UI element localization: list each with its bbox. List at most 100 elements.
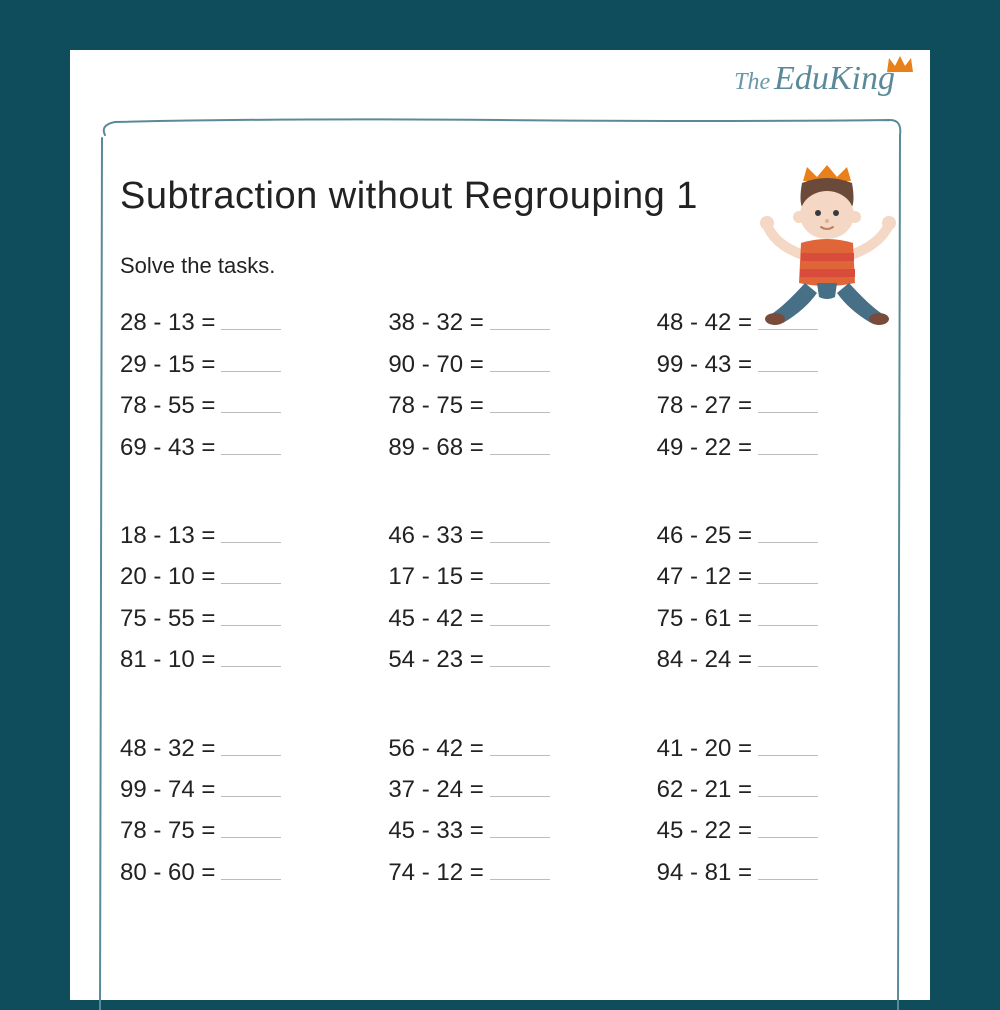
problem-expression: 89 - 68 =: [388, 434, 483, 462]
answer-blank[interactable]: [221, 729, 281, 755]
subtraction-problem: 99 - 74 =: [120, 771, 348, 804]
answer-blank[interactable]: [221, 387, 281, 413]
subtraction-problem: 49 - 22 =: [657, 428, 885, 461]
subtraction-problem: 18 - 13 =: [120, 517, 348, 550]
problem-expression: 84 - 24 =: [657, 646, 752, 674]
answer-blank[interactable]: [221, 641, 281, 667]
answer-blank[interactable]: [490, 771, 550, 797]
answer-blank[interactable]: [490, 304, 550, 330]
answer-blank[interactable]: [490, 853, 550, 879]
problem-column: 18 - 13 = 20 - 10 = 75 - 55 = 81 - 10 =: [120, 517, 348, 675]
subtraction-problem: 74 - 12 =: [388, 853, 616, 886]
answer-blank[interactable]: [758, 853, 818, 879]
answer-blank[interactable]: [758, 428, 818, 454]
answer-blank[interactable]: [758, 771, 818, 797]
subtraction-problem: 46 - 33 =: [388, 517, 616, 550]
problem-expression: 54 - 23 =: [388, 646, 483, 674]
answer-blank[interactable]: [758, 599, 818, 625]
problem-expression: 41 - 20 =: [657, 735, 752, 763]
problem-column: 48 - 32 = 99 - 74 = 78 - 75 = 80 - 60 =: [120, 729, 348, 887]
problem-column: 41 - 20 =62 - 21 =45 - 22 =94 - 81 =: [657, 729, 885, 887]
problem-expression: 78 - 75 =: [120, 817, 215, 845]
answer-blank[interactable]: [221, 345, 281, 371]
answer-blank[interactable]: [758, 558, 818, 584]
subtraction-problem: 75 - 55 =: [120, 599, 348, 632]
problem-expression: 56 - 42 =: [388, 735, 483, 763]
subtraction-problem: 89 - 68 =: [388, 428, 616, 461]
answer-blank[interactable]: [490, 641, 550, 667]
answer-blank[interactable]: [221, 517, 281, 543]
brand-logo: TheEduKing: [734, 60, 895, 98]
answer-blank[interactable]: [221, 599, 281, 625]
problem-column: 46 - 25 =47 - 12 =75 - 61 =84 - 24 =: [657, 517, 885, 675]
subtraction-problem: 41 - 20 =: [657, 729, 885, 762]
problem-expression: 81 - 10 =: [120, 646, 215, 674]
answer-blank[interactable]: [221, 812, 281, 838]
answer-blank[interactable]: [758, 517, 818, 543]
answer-blank[interactable]: [490, 517, 550, 543]
subtraction-problem: 78 - 55 =: [120, 387, 348, 420]
problem-expression: 18 - 13 =: [120, 522, 215, 550]
problem-expression: 80 - 60 =: [120, 859, 215, 887]
subtraction-problem: 48 - 32 =: [120, 729, 348, 762]
problem-expression: 78 - 27 =: [657, 392, 752, 420]
problem-expression: 99 - 43 =: [657, 351, 752, 379]
problem-expression: 20 - 10 =: [120, 563, 215, 591]
mascot-illustration: [755, 165, 905, 335]
subtraction-problem: 84 - 24 =: [657, 641, 885, 674]
problem-expression: 48 - 32 =: [120, 735, 215, 763]
answer-blank[interactable]: [490, 558, 550, 584]
subtraction-problem: 20 - 10 =: [120, 558, 348, 591]
subtraction-problem: 94 - 81 =: [657, 853, 885, 886]
subtraction-problem: 45 - 22 =: [657, 812, 885, 845]
answer-blank[interactable]: [490, 345, 550, 371]
answer-blank[interactable]: [221, 304, 281, 330]
problem-expression: 78 - 55 =: [120, 392, 215, 420]
problem-expression: 28 - 13 =: [120, 309, 215, 337]
problems-container: 28 - 13 =29 - 15 =78 - 55 =69 - 43 =38 -…: [120, 304, 885, 887]
answer-blank[interactable]: [221, 853, 281, 879]
problem-column: 38 - 32 =90 - 70 =78 - 75 =89 - 68 =: [388, 304, 616, 462]
subtraction-problem: 54 - 23 =: [388, 641, 616, 674]
problem-expression: 17 - 15 =: [388, 563, 483, 591]
subtraction-problem: 37 - 24 =: [388, 771, 616, 804]
problem-expression: 47 - 12 =: [657, 563, 752, 591]
problem-block: 48 - 32 = 99 - 74 = 78 - 75 = 80 - 60 = 56 -…: [120, 729, 885, 887]
subtraction-problem: 78 - 27 =: [657, 387, 885, 420]
problem-expression: 94 - 81 =: [657, 859, 752, 887]
problem-block: 18 - 13 = 20 - 10 = 75 - 55 = 81 - 10 = 46 -…: [120, 517, 885, 675]
subtraction-problem: 99 - 43 =: [657, 345, 885, 378]
problem-expression: 38 - 32 =: [388, 309, 483, 337]
problem-expression: 48 - 42 =: [657, 309, 752, 337]
subtraction-problem: 56 - 42 =: [388, 729, 616, 762]
problem-expression: 78 - 75 =: [388, 392, 483, 420]
subtraction-problem: 78 - 75 =: [120, 812, 348, 845]
subtraction-problem: 47 - 12 =: [657, 558, 885, 591]
subtraction-problem: 46 - 25 =: [657, 517, 885, 550]
answer-blank[interactable]: [758, 812, 818, 838]
subtraction-problem: 45 - 42 =: [388, 599, 616, 632]
problem-column: 28 - 13 =29 - 15 =78 - 55 =69 - 43 =: [120, 304, 348, 462]
answer-blank[interactable]: [221, 558, 281, 584]
answer-blank[interactable]: [490, 812, 550, 838]
answer-blank[interactable]: [490, 387, 550, 413]
answer-blank[interactable]: [221, 771, 281, 797]
logo-the: The: [734, 69, 770, 95]
problem-expression: 45 - 22 =: [657, 817, 752, 845]
answer-blank[interactable]: [758, 387, 818, 413]
answer-blank[interactable]: [758, 729, 818, 755]
answer-blank[interactable]: [221, 428, 281, 454]
problem-expression: 45 - 42 =: [388, 605, 483, 633]
problem-expression: 37 - 24 =: [388, 776, 483, 804]
crown-icon: [885, 54, 915, 74]
problem-expression: 75 - 55 =: [120, 605, 215, 633]
answer-blank[interactable]: [490, 599, 550, 625]
answer-blank[interactable]: [758, 641, 818, 667]
answer-blank[interactable]: [490, 428, 550, 454]
subtraction-problem: 45 - 33 =: [388, 812, 616, 845]
subtraction-problem: 29 - 15 =: [120, 345, 348, 378]
answer-blank[interactable]: [758, 345, 818, 371]
answer-blank[interactable]: [490, 729, 550, 755]
problem-expression: 29 - 15 =: [120, 351, 215, 379]
problem-expression: 49 - 22 =: [657, 434, 752, 462]
